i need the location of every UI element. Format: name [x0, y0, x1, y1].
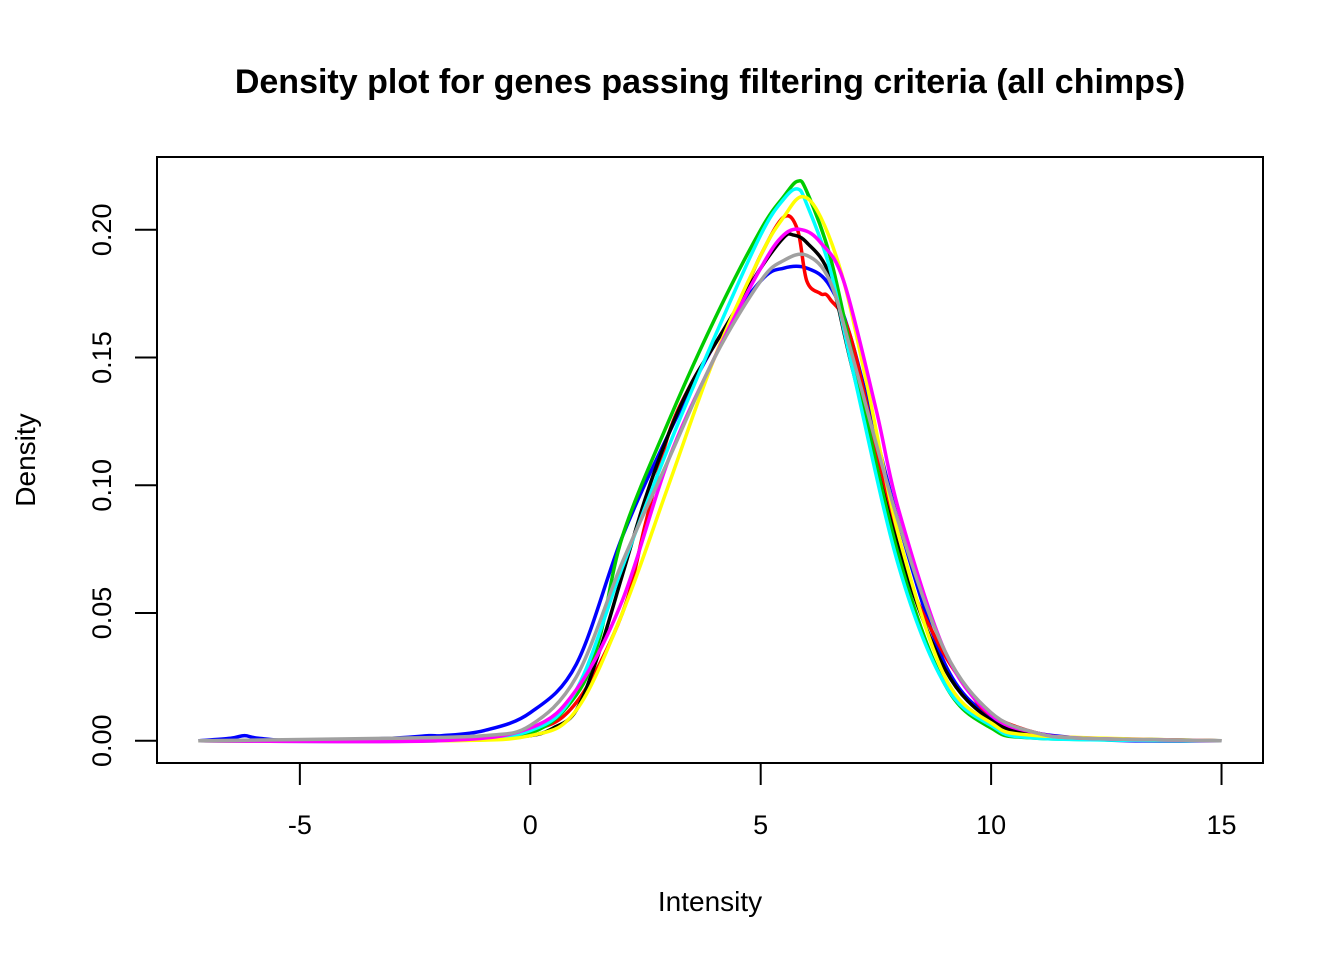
x-tick-label: -5 — [288, 810, 312, 840]
y-axis-label: Density — [10, 413, 41, 506]
density-line-4 — [198, 179, 1222, 744]
y-tick-label: 0.05 — [87, 587, 117, 640]
x-tick-label: 15 — [1207, 810, 1237, 840]
chart-title: Density plot for genes passing filtering… — [235, 63, 1185, 101]
y-tick-label: 0.00 — [87, 714, 117, 767]
density-line-6 — [198, 194, 1222, 743]
y-tick-label: 0.10 — [87, 459, 117, 512]
plot-frame — [156, 156, 1264, 764]
x-axis-label: Intensity — [658, 886, 762, 917]
series-lines — [198, 179, 1222, 744]
y-tick-label: 0.15 — [87, 331, 117, 384]
density-line-3 — [198, 232, 1222, 743]
density-line-1 — [198, 264, 1222, 743]
y-tick-label: 0.20 — [87, 204, 117, 257]
x-tick-label: 5 — [753, 810, 768, 840]
density-line-2 — [198, 213, 1222, 743]
x-axis: -5 0 5 10 15 — [288, 762, 1237, 840]
density-line-8 — [198, 252, 1222, 743]
x-tick-label: 10 — [976, 810, 1006, 840]
x-tick-label: 0 — [523, 810, 538, 840]
y-axis: 0.00 0.05 0.10 0.15 0.20 — [87, 204, 158, 767]
density-line-5 — [198, 187, 1222, 744]
density-line-7 — [198, 227, 1222, 744]
